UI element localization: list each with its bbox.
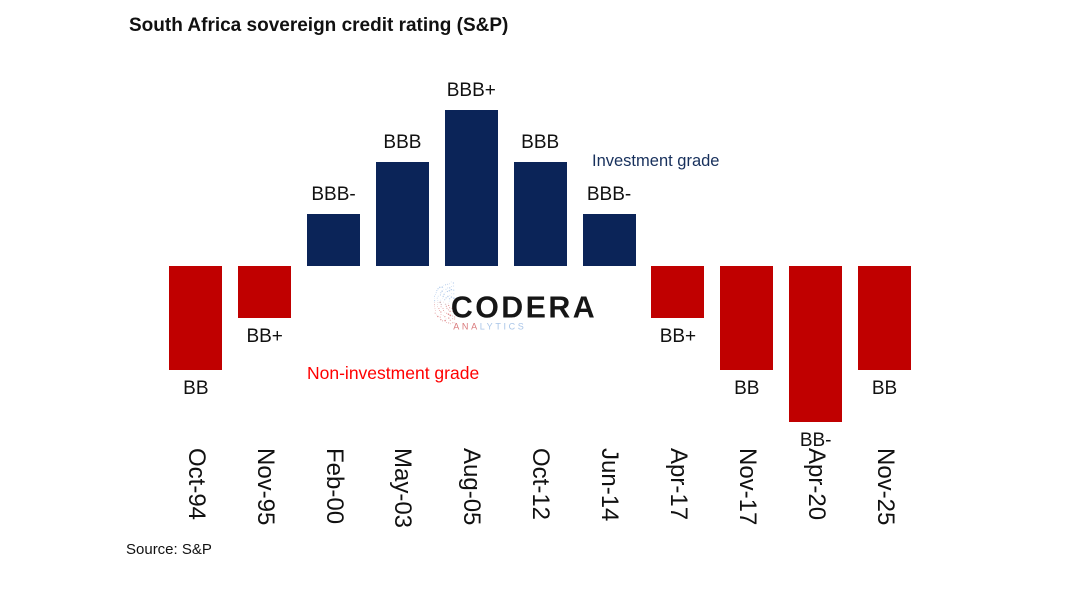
svg-text:CODERA: CODERA (451, 291, 597, 324)
svg-text:ANALYTICS: ANALYTICS (453, 321, 526, 331)
